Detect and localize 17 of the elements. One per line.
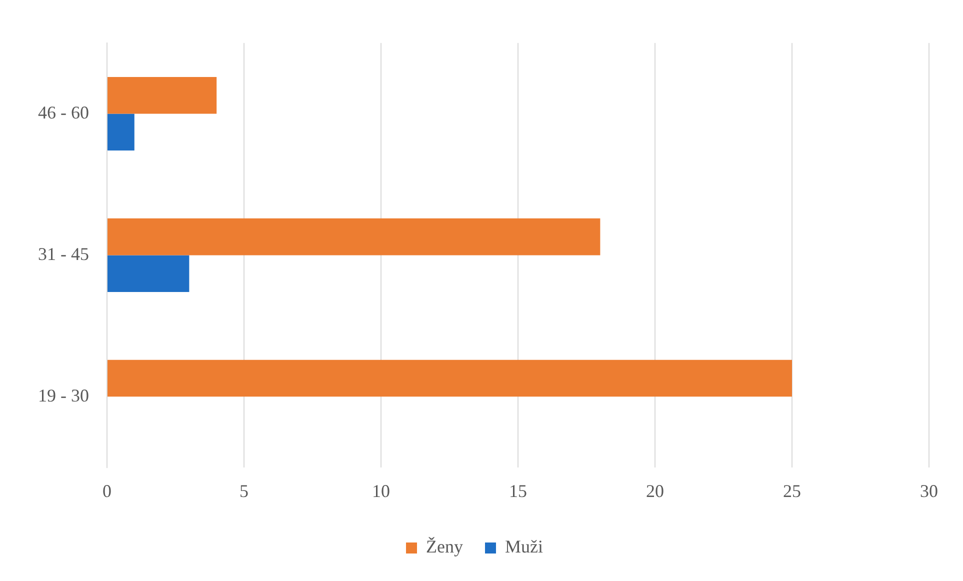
bar — [107, 360, 792, 397]
x-tick-label: 0 — [102, 480, 112, 501]
x-tick-label: 15 — [508, 480, 527, 501]
bar — [107, 218, 600, 256]
y-tick-label: 31 - 45 — [38, 244, 89, 264]
x-tick-label: 5 — [239, 480, 248, 501]
legend-label: Muži — [504, 536, 543, 557]
bar — [107, 255, 190, 292]
y-tick-label: 19 - 30 — [38, 385, 89, 406]
legend-label: Ženy — [426, 536, 463, 557]
y-tick-label: 46 - 60 — [38, 102, 89, 122]
x-tick-label: 25 — [783, 480, 801, 501]
bar — [107, 76, 217, 114]
x-tick-label: 10 — [372, 480, 390, 501]
x-tick-label: 20 — [646, 480, 664, 501]
x-tick-label: 30 — [920, 480, 938, 501]
bar — [107, 114, 134, 151]
